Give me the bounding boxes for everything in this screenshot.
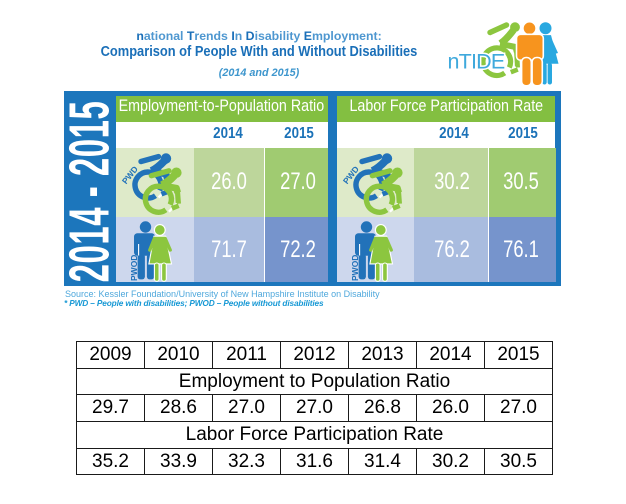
svg-text:nTIDE: nTIDE [448,50,505,74]
